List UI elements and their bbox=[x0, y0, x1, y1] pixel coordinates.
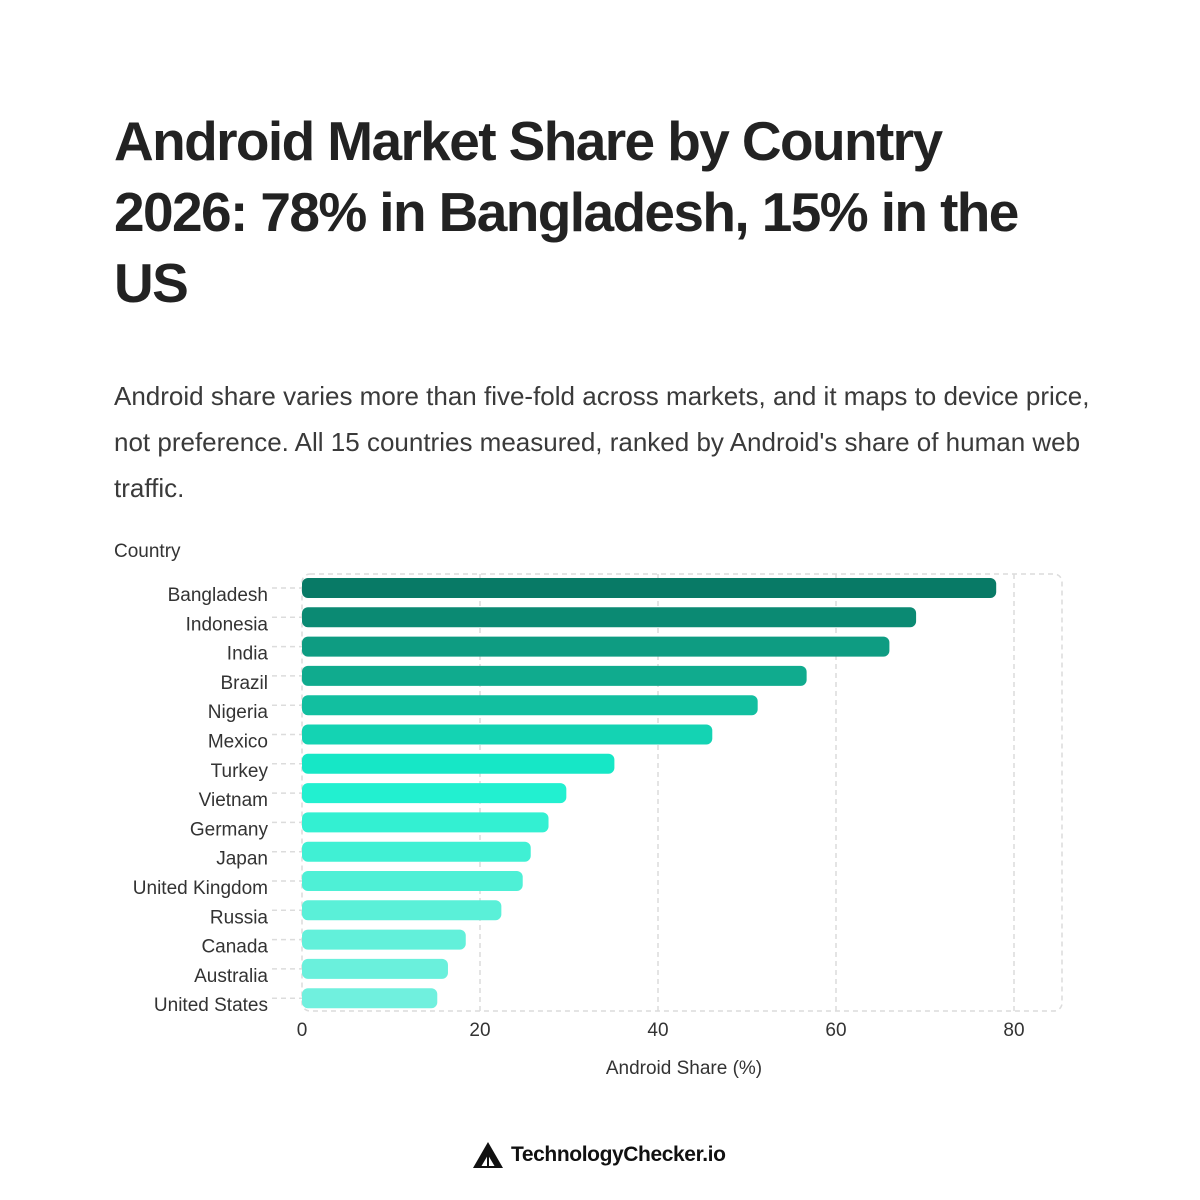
x-tick-label: 20 bbox=[469, 1020, 490, 1041]
x-tick-label: 40 bbox=[647, 1020, 668, 1041]
category-label: Indonesia bbox=[186, 614, 269, 635]
category-label: Canada bbox=[201, 937, 268, 958]
x-axis-title: Android Share (%) bbox=[606, 1058, 762, 1079]
category-label: United States bbox=[154, 995, 268, 1016]
category-labels: Bangladesh Indonesia India Brazil Nigeria Mex… bbox=[133, 585, 269, 1016]
bar bbox=[302, 812, 549, 833]
category-label: Turkey bbox=[211, 761, 269, 782]
category-label: Brazil bbox=[220, 673, 268, 694]
category-label: India bbox=[227, 644, 269, 665]
category-label: Bangladesh bbox=[168, 585, 268, 606]
page-subtitle: Android share varies more than five-fold… bbox=[114, 381, 1090, 503]
category-label: Mexico bbox=[208, 732, 268, 753]
bar bbox=[302, 900, 502, 921]
x-tick-label: 60 bbox=[825, 1020, 846, 1041]
bars bbox=[302, 578, 997, 1009]
triangle-logo-icon bbox=[473, 1142, 503, 1168]
x-tick-label: 0 bbox=[297, 1020, 308, 1041]
bar bbox=[302, 841, 531, 862]
bar bbox=[302, 988, 438, 1009]
bar bbox=[302, 695, 758, 716]
category-label: Russia bbox=[210, 907, 269, 928]
brand: TechnologyChecker.io bbox=[472, 1138, 726, 1172]
bar bbox=[302, 783, 567, 804]
plot-frame bbox=[301, 573, 1063, 1012]
bar bbox=[302, 607, 917, 628]
bar bbox=[302, 929, 466, 950]
category-label: Germany bbox=[190, 819, 269, 840]
bar bbox=[302, 724, 713, 745]
x-tick-label: 80 bbox=[1003, 1020, 1024, 1041]
category-label: Australia bbox=[194, 966, 268, 987]
bar bbox=[302, 871, 523, 891]
bar bbox=[302, 753, 615, 774]
y-axis-title: Country bbox=[114, 541, 181, 562]
x-tick-labels: 0 20 40 60 80 bbox=[297, 1020, 1025, 1041]
bar-chart: Country Android Share (%) Bangladesh Indo… bbox=[114, 541, 1063, 1079]
page-title: Android Market Share by Country 2026: 78… bbox=[114, 110, 1019, 314]
category-label: Japan bbox=[216, 849, 268, 870]
category-label: Vietnam bbox=[199, 790, 268, 811]
bar bbox=[302, 665, 807, 686]
category-label: Nigeria bbox=[208, 702, 269, 723]
brand-name: TechnologyChecker.io bbox=[511, 1143, 726, 1166]
bar bbox=[302, 578, 997, 598]
bar bbox=[302, 636, 890, 657]
category-label: United Kingdom bbox=[133, 878, 268, 899]
bar bbox=[302, 958, 448, 979]
